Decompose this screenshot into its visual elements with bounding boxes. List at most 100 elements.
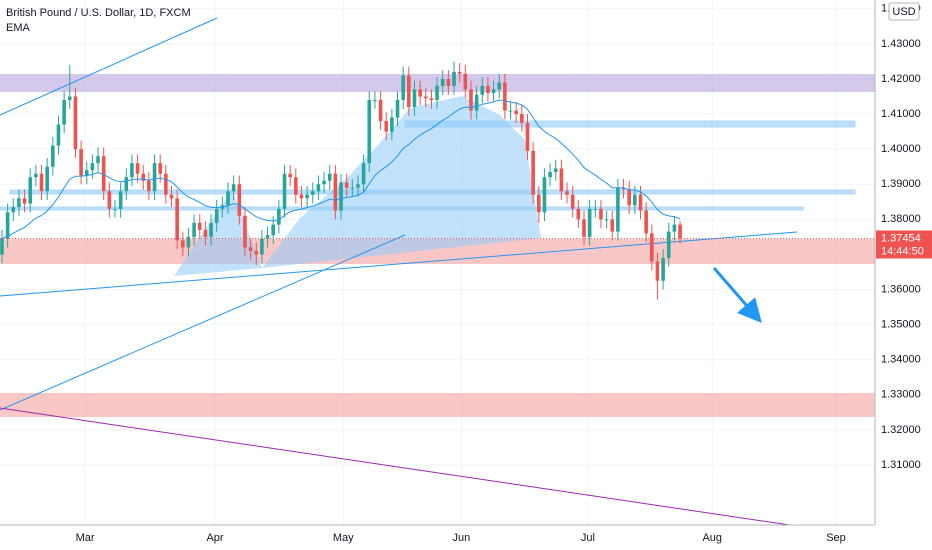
candle-body: [84, 170, 89, 176]
candle-body: [164, 173, 168, 195]
candle-body: [542, 177, 547, 213]
candle-body: [678, 224, 682, 239]
candle-body: [531, 150, 535, 195]
candle-body: [197, 222, 202, 230]
candle-body: [452, 71, 456, 86]
y-tick-label: 1.34000: [881, 354, 921, 366]
candle-body: [497, 82, 502, 90]
candle-body: [661, 257, 665, 281]
candle-body: [621, 187, 626, 190]
candle-body: [587, 208, 592, 237]
x-tick-label: Aug: [702, 532, 722, 544]
candle-body: [294, 177, 298, 195]
candle-body: [559, 168, 564, 192]
candle-body: [169, 194, 174, 199]
y-tick-label: 1.39000: [881, 178, 921, 190]
candle-body: [474, 94, 479, 111]
candle-body: [79, 149, 83, 176]
candle-body: [214, 208, 219, 223]
candle-body: [51, 145, 55, 167]
candle-body: [277, 208, 281, 225]
candle-body: [582, 219, 586, 237]
y-tick-label: 1.40000: [881, 143, 921, 155]
candle-body: [180, 240, 185, 248]
candle-body: [327, 173, 332, 181]
x-tick-label: Jul: [581, 532, 595, 544]
candle-body: [271, 224, 276, 236]
candle-body: [305, 194, 309, 199]
y-tick-label: 1.43000: [881, 38, 921, 50]
candle-body: [175, 198, 179, 241]
candle-body: [446, 78, 451, 86]
candle-body: [384, 121, 389, 132]
candle-body: [565, 191, 569, 195]
currency-box[interactable]: [888, 2, 920, 21]
y-tick-label: 1.42000: [881, 73, 921, 85]
candle-body: [101, 156, 106, 192]
candle-body: [113, 208, 117, 210]
trend-line: [0, 17, 218, 116]
candle-body: [503, 82, 507, 111]
candle-body: [610, 219, 615, 232]
candle-body: [525, 122, 530, 151]
chart-title: British Pound / U.S. Dollar, 1D, FXCM: [6, 7, 191, 19]
y-tick-label: 1.31000: [881, 459, 921, 471]
y-tick-label: 1.35000: [881, 319, 921, 331]
candle-body: [435, 85, 439, 101]
candle-body: [186, 236, 191, 248]
candle-body: [62, 100, 66, 125]
candles: [0, 61, 875, 300]
candle-body: [39, 173, 44, 192]
y-tick-label: 1.36000: [881, 283, 921, 295]
candle-body: [158, 163, 162, 174]
candle-body: [650, 233, 654, 262]
candle-body: [627, 189, 631, 206]
x-tick-label: Sep: [826, 532, 846, 544]
candle-body: [672, 224, 677, 232]
candle-body: [548, 171, 552, 178]
candle-body: [11, 207, 16, 213]
candle-body: [395, 100, 400, 118]
candle-body: [248, 247, 253, 251]
candle-body: [282, 173, 287, 209]
candle-body: [350, 187, 355, 189]
candle-body: [480, 85, 485, 95]
candle-body: [418, 89, 422, 97]
candle-body: [152, 163, 157, 192]
candle-body: [203, 229, 208, 237]
candle-body: [344, 182, 349, 188]
candle-body: [407, 75, 411, 108]
x-tick-label: Jun: [452, 532, 470, 544]
candle-body: [28, 177, 33, 204]
candle-body: [135, 163, 140, 174]
candle-body: [299, 194, 304, 199]
candle-body: [429, 98, 434, 101]
candle-body: [231, 184, 236, 192]
candle-body: [339, 182, 343, 211]
candle-body: [45, 166, 49, 192]
candle-body: [90, 163, 95, 171]
candle-body: [593, 208, 598, 210]
currency-label[interactable]: USD: [892, 6, 915, 18]
candle-body: [576, 208, 581, 220]
candle-body: [237, 184, 242, 216]
last-price-box: [876, 230, 932, 259]
trend-line: [0, 407, 793, 525]
candle-body: [34, 173, 38, 178]
candle-body: [243, 215, 247, 248]
candle-body: [5, 212, 10, 239]
candle-body: [390, 117, 394, 132]
candle-body: [373, 100, 377, 102]
candle-body: [288, 173, 292, 178]
candle-body: [209, 222, 213, 237]
candle-body: [322, 180, 326, 185]
pattern-head: [262, 96, 541, 268]
candle-body: [486, 85, 490, 93]
candle-body: [666, 231, 671, 258]
candle-body: [107, 191, 112, 209]
candle-body: [423, 96, 428, 99]
candle-body: [316, 184, 321, 192]
candle-body: [638, 194, 643, 211]
candle-body: [457, 71, 462, 74]
